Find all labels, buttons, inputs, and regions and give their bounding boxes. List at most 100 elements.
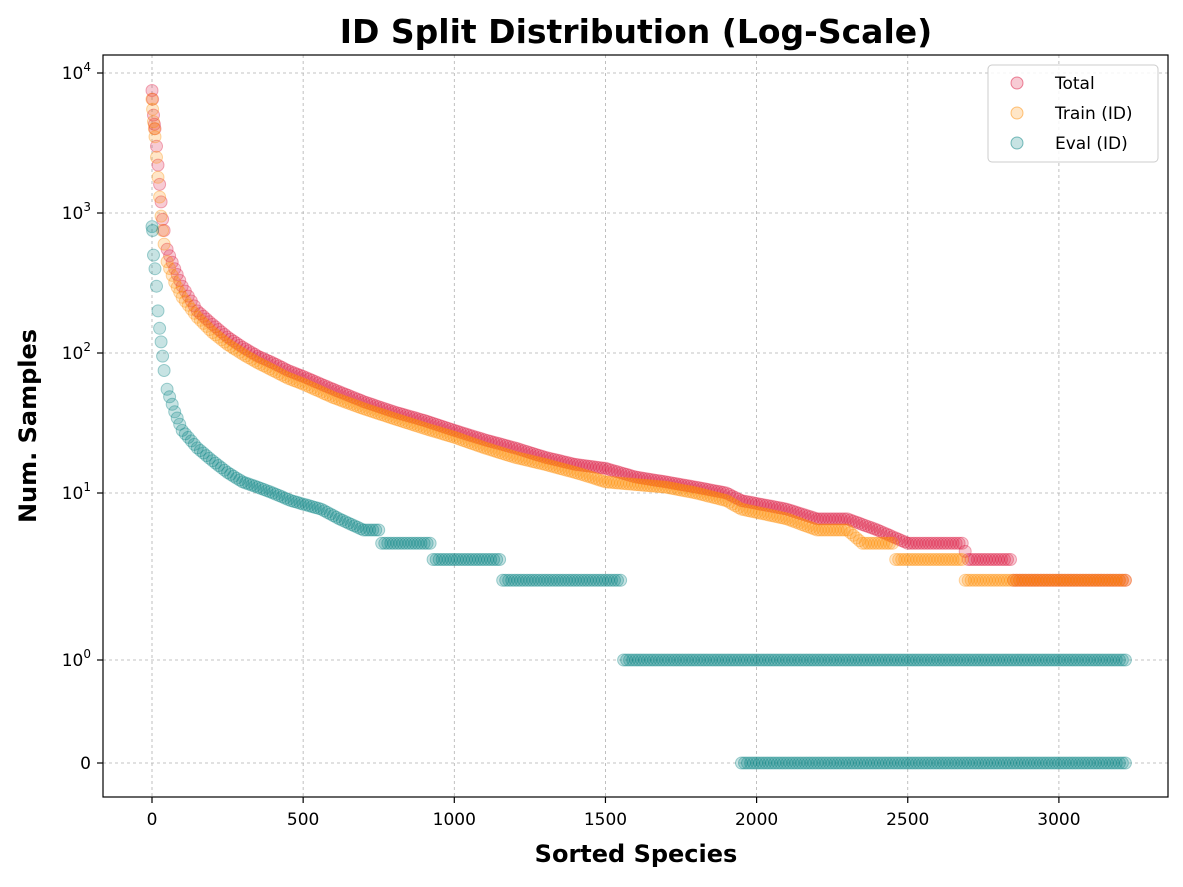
- data-point: [1100, 573, 1114, 587]
- data-point: [175, 279, 189, 293]
- data-point: [360, 396, 374, 410]
- data-point: [973, 573, 987, 587]
- data-point: [904, 756, 918, 770]
- data-point: [928, 653, 942, 667]
- data-point: [493, 553, 507, 566]
- grid: [103, 55, 1168, 797]
- data-point: [916, 653, 930, 667]
- data-point: [184, 434, 198, 448]
- data-point: [1067, 653, 1081, 667]
- data-point: [701, 483, 715, 496]
- data-point: [269, 365, 283, 379]
- data-point: [1094, 573, 1108, 587]
- data-point: [970, 756, 984, 770]
- data-point: [599, 461, 612, 475]
- data-point: [269, 487, 283, 501]
- data-point: [871, 536, 884, 550]
- data-point: [868, 653, 881, 667]
- data-point: [774, 756, 788, 770]
- data-point: [212, 459, 225, 472]
- data-point: [747, 756, 761, 770]
- data-point: [508, 450, 522, 464]
- data-point: [168, 405, 182, 419]
- data-point: [417, 536, 431, 550]
- data-point: [940, 653, 954, 667]
- data-point: [339, 515, 352, 529]
- data-point: [490, 553, 504, 566]
- series-total: [145, 84, 1132, 587]
- data-point: [632, 478, 646, 492]
- data-point: [150, 150, 163, 164]
- data-point: [423, 415, 437, 429]
- data-point: [732, 501, 745, 514]
- data-point: [544, 452, 558, 466]
- data-point: [1070, 756, 1084, 770]
- data-point: [1073, 573, 1087, 587]
- data-point: [925, 756, 939, 770]
- data-point: [949, 536, 963, 550]
- data-point: [1076, 573, 1090, 587]
- data-point: [181, 289, 195, 303]
- data-point: [290, 495, 304, 509]
- data-point: [671, 653, 685, 667]
- data-point: [828, 512, 842, 526]
- data-point: [293, 496, 307, 510]
- data-point: [946, 536, 960, 550]
- data-point: [934, 756, 948, 770]
- data-point: [620, 467, 634, 481]
- data-point: [369, 399, 383, 413]
- data-point: [816, 756, 830, 770]
- data-point: [532, 456, 546, 470]
- data-point: [314, 377, 328, 391]
- data-point: [1016, 573, 1030, 587]
- data-point: [849, 756, 863, 770]
- data-point: [1040, 573, 1054, 587]
- data-point: [605, 573, 618, 587]
- data-point: [907, 536, 921, 550]
- data-point: [1007, 573, 1021, 587]
- data-point: [725, 653, 739, 667]
- data-point: [408, 411, 422, 425]
- data-point: [586, 471, 600, 485]
- data-point: [964, 553, 978, 566]
- data-point: [759, 507, 773, 521]
- data-point: [505, 573, 519, 587]
- data-point: [571, 573, 585, 587]
- data-point: [855, 518, 869, 531]
- data-point: [209, 328, 222, 342]
- data-point: [865, 756, 878, 770]
- data-point: [1031, 653, 1045, 667]
- data-point: [556, 462, 570, 476]
- data-point: [961, 553, 975, 566]
- data-point: [1082, 573, 1096, 587]
- data-point: [647, 653, 661, 667]
- data-point: [562, 456, 576, 470]
- data-point: [650, 653, 664, 667]
- data-point: [868, 756, 881, 770]
- data-point: [686, 485, 700, 499]
- data-point: [934, 653, 948, 667]
- data-point: [592, 473, 606, 487]
- y-tick-label: 103: [62, 200, 91, 224]
- data-point: [686, 480, 700, 494]
- data-point: [1079, 573, 1093, 587]
- data-point: [846, 514, 860, 528]
- data-point: [1085, 756, 1099, 770]
- data-point: [360, 523, 374, 537]
- data-point: [668, 482, 682, 496]
- data-point: [617, 477, 631, 490]
- data-point: [998, 553, 1011, 566]
- data-point: [408, 536, 422, 550]
- data-point: [1070, 653, 1084, 667]
- data-point: [819, 756, 833, 770]
- data-point: [284, 494, 298, 508]
- data-point: [146, 92, 160, 106]
- data-point: [393, 414, 407, 427]
- data-point: [1064, 653, 1078, 667]
- data-point: [1076, 756, 1090, 770]
- data-point: [674, 653, 688, 667]
- data-point: [163, 249, 177, 263]
- data-point: [765, 509, 779, 523]
- data-point: [602, 475, 615, 489]
